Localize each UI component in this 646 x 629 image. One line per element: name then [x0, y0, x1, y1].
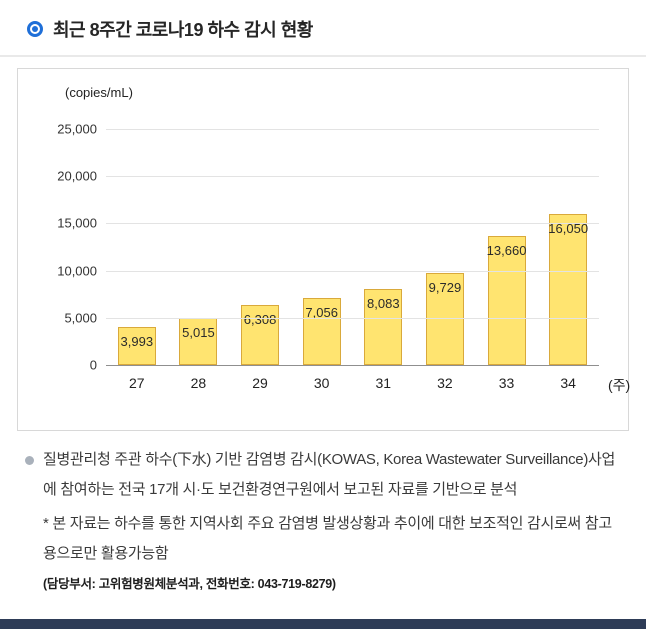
x-tick-label: 34: [560, 375, 576, 391]
note-text-1: 질병관리청 주관 하수(下水) 기반 감염병 감시(KOWAS, Korea W…: [43, 451, 616, 498]
page-title: 최근 8주간 코로나19 하수 감시 현황: [53, 20, 313, 40]
x-tick-label: 28: [190, 375, 207, 391]
wastewater-bar-chart: (copies/mL) 3,993 5,015 6,308 7,056 8,083 9,7…: [17, 68, 631, 431]
footer-bar: [0, 619, 646, 629]
bar-week-34: 16,050: [548, 213, 588, 365]
bar-slot: 5,015: [168, 129, 230, 365]
bar-value-label: 13,660: [486, 243, 527, 259]
bar-slot: 6,308: [229, 129, 291, 365]
header-divider: [0, 55, 646, 57]
bar-week-29: 6,308: [241, 305, 280, 365]
bar-value-label: 8,083: [367, 295, 400, 311]
x-tick-label: 32: [437, 375, 453, 391]
y-tick-label: 25,000: [57, 121, 97, 137]
bar-value-label: 7,056: [305, 305, 338, 321]
x-tick-label: 33: [498, 375, 515, 391]
y-axis-unit-label: (copies/mL): [65, 85, 133, 100]
bar-value-label: 9,729: [428, 280, 462, 296]
contact-line: (담당부서: 고위험병원체분석과, 전화번호: 043-719-8279): [43, 577, 336, 591]
note-paragraph-2: * 본 자료는 하수를 통한 지역사회 주요 감염병 발생상황과 추이에 대한 …: [25, 509, 624, 569]
bar-slot: 9,729: [414, 129, 476, 365]
page-header: 최근 8주간 코로나19 하수 감시 현황: [0, 0, 646, 55]
bar-value-label: 3,993: [120, 334, 154, 350]
bar-week-30: 7,056: [302, 298, 341, 365]
gridline: [106, 129, 599, 130]
note-paragraph-1: 질병관리청 주관 하수(下水) 기반 감염병 감시(KOWAS, Korea W…: [25, 445, 624, 505]
bar-week-27: 3,993: [117, 327, 156, 365]
y-tick-label: 5,000: [64, 310, 97, 326]
gridline: [106, 223, 599, 225]
x-tick-label: 30: [313, 375, 330, 391]
bar-slot: 8,083: [353, 129, 415, 365]
note-bullet-icon: [25, 456, 34, 465]
bar-slot: 3,993: [106, 129, 168, 365]
note-text-2: * 본 자료는 하수를 통한 지역사회 주요 감염병 발생상황과 추이에 대한 …: [43, 515, 612, 562]
bar-slot: 7,056: [291, 129, 353, 365]
bar-value-label: 5,015: [182, 324, 215, 340]
plot-area: 3,993 5,015 6,308 7,056 8,083 9,729 13,660 16,0…: [57, 122, 599, 373]
bar-week-33: 13,660: [486, 236, 527, 365]
y-tick-label: 0: [89, 357, 97, 373]
x-tick-label: 27: [129, 375, 145, 391]
y-tick-label: 10,000: [57, 263, 97, 279]
gridline: [106, 176, 599, 178]
bar-week-28: 5,015: [179, 317, 218, 365]
y-tick-label: 20,000: [57, 168, 97, 184]
bullet-target-icon: [27, 21, 43, 37]
x-labels-row: 27 28 29 30 31 32 33 34: [106, 375, 599, 391]
bar-slot: 16,050: [537, 129, 599, 365]
bar-value-label: 6,308: [243, 312, 277, 328]
x-axis-suffix: (주): [608, 377, 631, 393]
x-tick-label: 31: [375, 375, 392, 391]
gridline: [106, 270, 599, 272]
bar-week-31: 8,083: [364, 288, 403, 365]
y-tick-label: 15,000: [57, 215, 97, 231]
bars-row: 3,993 5,015 6,308 7,056 8,083 9,729 13,660 16,0…: [106, 129, 599, 365]
gridline: [106, 317, 599, 319]
gridline: [106, 365, 599, 366]
x-tick-label: 29: [252, 375, 268, 391]
bar-week-32: 9,729: [425, 273, 464, 365]
bar-slot: 13,660: [476, 129, 538, 365]
notes-section: 질병관리청 주관 하수(下水) 기반 감염병 감시(KOWAS, Korea W…: [25, 445, 624, 592]
